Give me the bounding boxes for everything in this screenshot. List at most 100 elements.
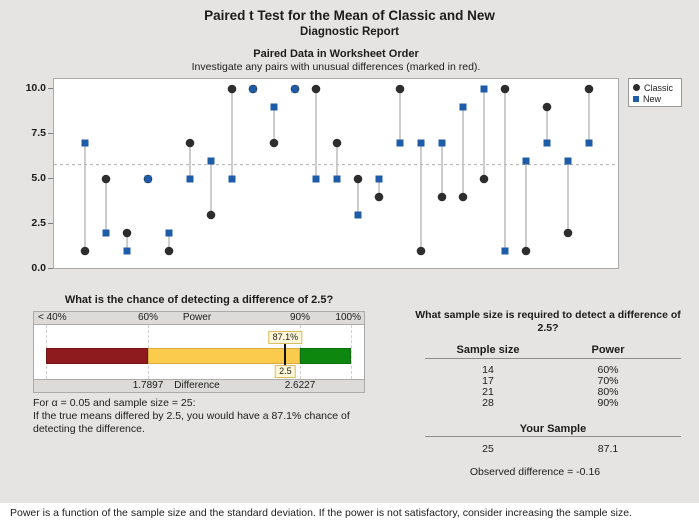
paired-chart-subtitle: Investigate any pairs with unusual diffe… [191, 61, 481, 73]
table-rule-top [425, 358, 681, 359]
y-tick-mark [48, 88, 53, 89]
sample-size-question-line1: What sample size is required to detect a… [415, 309, 681, 321]
classic-circle-icon [633, 84, 640, 91]
classic-point [164, 246, 174, 256]
your-sample-size: 25 [482, 443, 494, 455]
your-sample-power: 87.1 [597, 443, 619, 455]
new-point [102, 229, 110, 237]
sample-size-question-line2: 2.5? [537, 322, 559, 334]
classic-point [101, 174, 111, 184]
y-tick-mark [48, 223, 53, 224]
new-point [564, 157, 572, 165]
cell-sample-size: 21 [482, 386, 494, 399]
plot-area [53, 78, 619, 269]
gauge-label-60: 60% [137, 312, 158, 323]
new-point [165, 229, 173, 237]
gauge-segment [300, 348, 351, 364]
new-point [501, 247, 509, 255]
classic-point [311, 84, 321, 94]
classic-point [374, 192, 384, 202]
new-point [270, 103, 278, 111]
classic-point [395, 84, 405, 94]
classic-point [521, 246, 531, 256]
gauge-diff-low-label: 1.7897 [132, 380, 164, 391]
classic-point [269, 138, 279, 148]
new-point [144, 175, 152, 183]
gauge-diff-axis-title: Difference [174, 380, 220, 391]
classic-point [185, 138, 195, 148]
legend-item-new: New [633, 93, 677, 104]
new-point [396, 139, 404, 147]
classic-point [227, 84, 237, 94]
new-point [123, 247, 131, 255]
y-tick-label: 0.0 [31, 262, 46, 274]
y-tick-label: 10.0 [25, 82, 46, 94]
gauge-marker-line [284, 342, 287, 370]
legend-label-new: New [643, 93, 662, 104]
table-row: 28 90% [425, 397, 681, 410]
power-gauge: < 40% 60% Power 90% 100% 87.1% 2.5 1.789… [33, 311, 365, 394]
table-rule-your-sample [425, 436, 681, 437]
gauge-diff-high-label: 2.6227 [284, 380, 316, 391]
new-point [291, 85, 299, 93]
new-point [459, 103, 467, 111]
y-tick-label: 5.0 [31, 172, 46, 184]
gauge-label-lt40: < 40% [38, 312, 67, 323]
gauge-gridline [351, 325, 352, 379]
col-header-power: Power [591, 344, 625, 356]
y-tick-label: 7.5 [31, 127, 46, 139]
new-point [375, 175, 383, 183]
classic-point [584, 84, 594, 94]
classic-point [563, 228, 573, 238]
cell-sample-size: 14 [482, 363, 494, 376]
new-point [585, 139, 593, 147]
legend-item-classic: Classic [633, 82, 677, 93]
classic-point [122, 228, 132, 238]
table-header-row: Sample size Power [425, 344, 681, 356]
classic-point [416, 246, 426, 256]
page-title: Paired t Test for the Mean of Classic an… [204, 8, 495, 23]
gauge-body: 87.1% 2.5 [33, 325, 365, 379]
new-point [207, 157, 215, 165]
gauge-difference-callout: 2.5 [275, 365, 296, 378]
cell-sample-size: 17 [482, 374, 494, 387]
alpha-note-line3: detecting the difference. [33, 423, 145, 435]
gauge-segment [147, 348, 301, 364]
page-subtitle: Diagnostic Report [299, 26, 400, 38]
new-point [438, 139, 446, 147]
observed-difference: Observed difference = -0.16 [469, 466, 601, 478]
new-point [228, 175, 236, 183]
new-point [333, 175, 341, 183]
classic-point [479, 174, 489, 184]
new-point [417, 139, 425, 147]
cell-power: 90% [597, 397, 619, 410]
gauge-top-axis: < 40% 60% Power 90% 100% [33, 311, 365, 325]
legend-label-classic: Classic [644, 82, 674, 93]
y-tick-mark [48, 133, 53, 134]
alpha-note-line1: For α = 0.05 and sample size = 25: [33, 397, 196, 409]
alpha-note-line2: If the true means differed by 2.5, you w… [33, 410, 350, 422]
classic-point [80, 246, 90, 256]
paired-scatter-svg [54, 84, 618, 256]
new-point [522, 157, 530, 165]
gauge-label-power: Power [182, 312, 212, 323]
sample-size-table: Sample size Power 14 60% 17 70% 21 80% 28 90% Y… [425, 344, 681, 464]
new-point [354, 211, 362, 219]
cell-sample-size: 28 [482, 397, 494, 410]
cell-power: 80% [597, 386, 619, 399]
gauge-power-callout: 87.1% [268, 331, 303, 344]
y-tick-mark [48, 268, 53, 269]
y-tick-label: 2.5 [31, 217, 46, 229]
new-point [480, 85, 488, 93]
legend: Classic New [628, 78, 682, 107]
power-gauge-question: What is the chance of detecting a differ… [64, 294, 334, 306]
new-point [543, 139, 551, 147]
gauge-bottom-axis: 1.7897 Difference 2.6227 [33, 379, 365, 393]
footer-note: Power is a function of the sample size a… [10, 507, 632, 519]
cell-power: 70% [597, 374, 619, 387]
gauge-label-90: 90% [289, 312, 310, 323]
classic-point [206, 210, 216, 220]
new-point [186, 175, 194, 183]
cell-power: 60% [597, 363, 619, 376]
